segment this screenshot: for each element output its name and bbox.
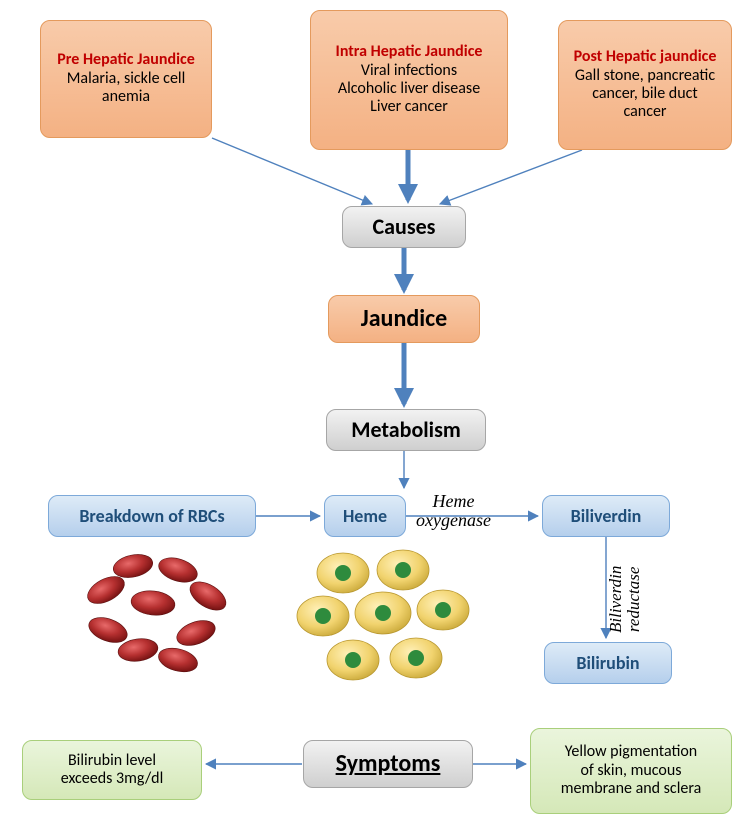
label-heme-oxygenase: Heme oxygenase: [416, 492, 491, 530]
metabolism-label: Metabolism: [351, 417, 461, 442]
biliverdin-label: Biliverdin: [571, 506, 642, 527]
heme-cells-icon: [288, 548, 478, 698]
node-jaundice: Jaundice: [328, 295, 480, 343]
post-hepatic-title: Post Hepatic jaundice: [574, 48, 717, 66]
intra-hepatic-title: Intra Hepatic Jaundice: [336, 43, 483, 61]
symptoms-label: Symptoms: [336, 750, 441, 778]
symptom-left-l1: Bilirubin level: [68, 752, 156, 770]
node-pre-hepatic: Pre Hepatic Jaundice Malaria, sickle cel…: [40, 20, 212, 138]
post-hepatic-body: Gall stone, pancreatic cancer, bile duct…: [569, 67, 721, 122]
biliverdin-reductase-l2: reductase: [625, 566, 643, 633]
node-intra-hepatic: Intra Hepatic Jaundice Viral infections …: [310, 10, 508, 150]
biliverdin-reductase-l1: Biliverdin: [607, 566, 625, 633]
symptom-left-l2: exceeds 3mg/dl: [61, 770, 164, 788]
node-post-hepatic: Post Hepatic jaundice Gall stone, pancre…: [558, 20, 732, 150]
node-metabolism: Metabolism: [326, 409, 486, 451]
bilirubin-label: Bilirubin: [576, 653, 639, 674]
breakdown-label: Breakdown of RBCs: [79, 506, 224, 527]
pre-hepatic-body: Malaria, sickle cell anemia: [51, 70, 201, 107]
intra-hepatic-body2: Alcoholic liver disease: [338, 80, 480, 98]
heme-oxygenase-l2: oxygenase: [416, 511, 491, 530]
intra-hepatic-body1: Viral infections: [361, 62, 457, 80]
node-bilirubin: Bilirubin: [544, 642, 672, 684]
intra-hepatic-body3: Liver cancer: [370, 98, 448, 116]
node-heme: Heme: [324, 495, 406, 537]
node-biliverdin: Biliverdin: [542, 495, 670, 537]
symptom-right-l1: Yellow pigmentation: [565, 743, 697, 761]
node-symptom-yellow-pigmentation: Yellow pigmentation of skin, mucous memb…: [530, 728, 732, 814]
heme-oxygenase-l1: Heme: [416, 492, 491, 511]
node-symptoms: Symptoms: [303, 740, 473, 788]
jaundice-label: Jaundice: [361, 305, 447, 333]
pre-hepatic-title: Pre Hepatic Jaundice: [57, 51, 195, 69]
label-biliverdin-reductase: Biliverdin reductase: [607, 566, 643, 633]
node-symptom-bilirubin-level: Bilirubin level exceeds 3mg/dl: [22, 740, 202, 800]
node-causes: Causes: [342, 206, 466, 248]
node-breakdown-rbcs: Breakdown of RBCs: [48, 495, 256, 537]
symptom-right-l2: of skin, mucous: [580, 762, 681, 780]
symptom-right-l3: membrane and sclera: [561, 780, 702, 798]
rbc-cells-icon: [78, 548, 238, 678]
causes-label: Causes: [373, 214, 436, 239]
heme-label: Heme: [343, 506, 387, 527]
